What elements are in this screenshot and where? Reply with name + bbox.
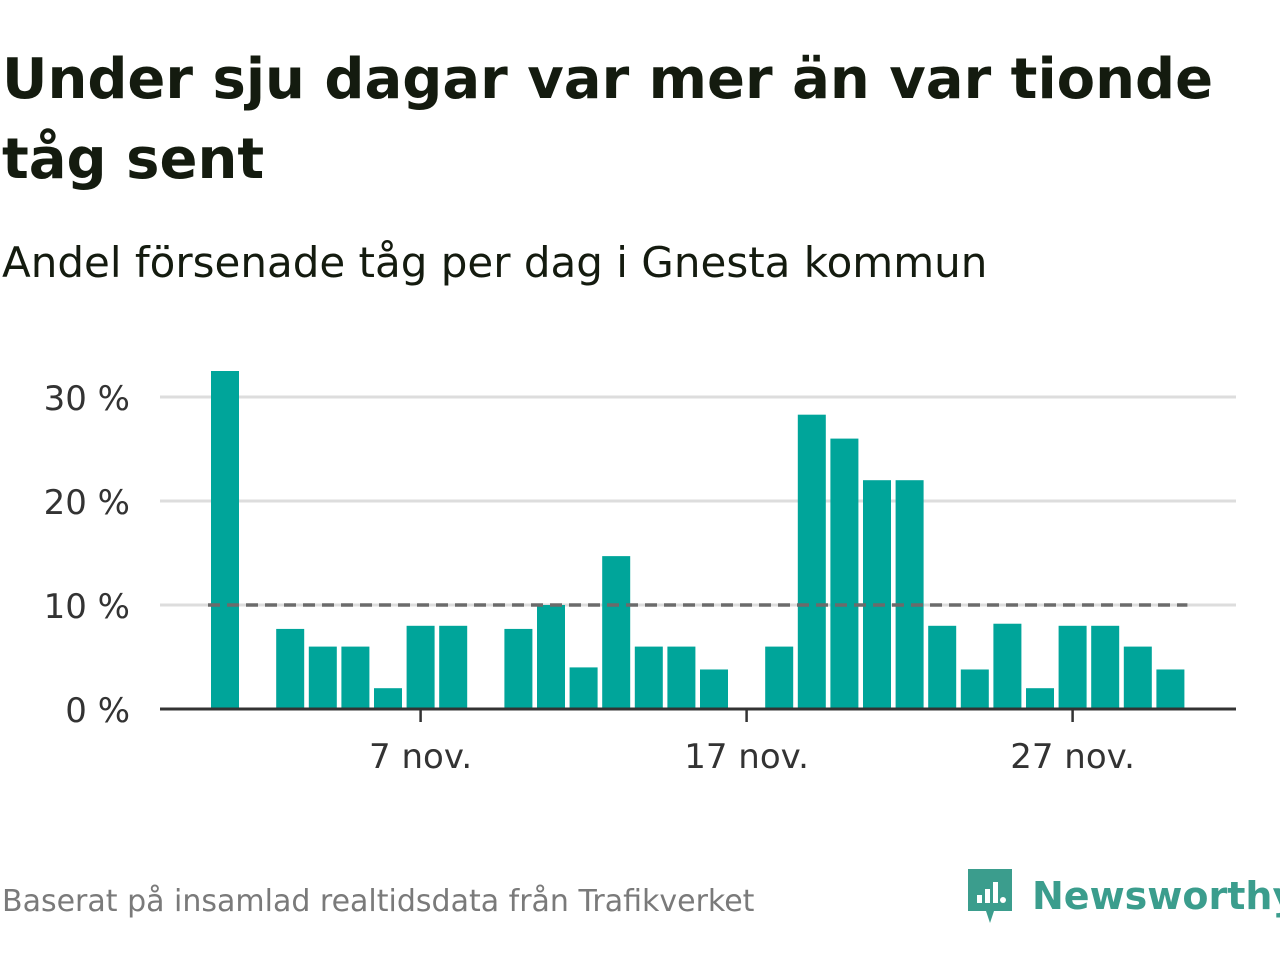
y-tick-label: 20 %	[44, 483, 130, 523]
bar	[993, 623, 1022, 709]
bar	[634, 646, 663, 709]
brand-logo[interactable]: Newsworthy	[964, 864, 1280, 928]
source-note: Baserat på insamlad realtidsdata från Tr…	[2, 884, 755, 919]
bar	[1026, 688, 1054, 709]
chart-subtitle: Andel försenade tåg per dag i Gnesta kom…	[2, 238, 988, 287]
x-tick-label: 17 nov.	[684, 737, 809, 777]
bar	[1156, 669, 1185, 709]
y-tick-label: 0 %	[65, 691, 130, 731]
bar	[341, 646, 370, 709]
bar	[211, 371, 239, 709]
y-tick-label: 30 %	[44, 379, 130, 419]
bar	[895, 480, 924, 709]
bar	[276, 628, 305, 709]
bar	[765, 646, 794, 709]
bar	[374, 688, 402, 709]
bar	[960, 669, 989, 709]
newsworthy-logo-icon	[968, 869, 1012, 923]
x-axis: 7 nov. 17 nov. 27 nov.	[160, 707, 1236, 777]
bar	[1123, 646, 1152, 709]
x-tick-label: 7 nov.	[369, 737, 472, 777]
bar	[569, 667, 598, 709]
bar	[602, 556, 631, 709]
bar	[700, 669, 728, 709]
bar	[797, 414, 826, 709]
bar	[928, 625, 957, 709]
bar	[406, 625, 435, 709]
x-tick-label: 27 nov.	[1010, 737, 1135, 777]
bar	[439, 625, 468, 709]
y-tick-label: 10 %	[44, 587, 130, 627]
grid-lines	[160, 395, 1236, 607]
bar	[863, 480, 891, 709]
bar-chart: 0 % 10 % 20 % 30 % 7 nov. 17 nov. 27 nov.	[44, 371, 1236, 777]
bar	[308, 646, 337, 709]
bar	[1058, 625, 1087, 709]
y-axis-ticks: 0 % 10 % 20 % 30 %	[44, 379, 130, 731]
bar	[667, 646, 696, 709]
bar	[830, 438, 859, 709]
bar	[504, 628, 533, 709]
brand-name: Newsworthy	[1032, 874, 1280, 918]
bar	[537, 605, 565, 709]
bars	[211, 371, 1185, 709]
chart-title: Under sju dagar var mer än var tionde tå…	[2, 47, 1214, 192]
bar	[1091, 625, 1120, 709]
